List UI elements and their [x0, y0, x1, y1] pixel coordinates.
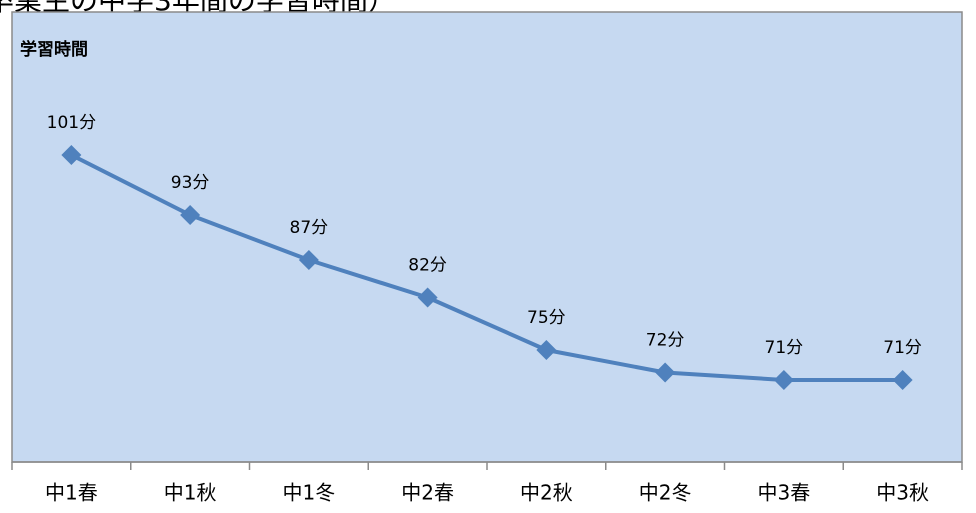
data-point: [773, 370, 794, 390]
data-label: 71分: [883, 338, 922, 358]
x-tick-label: 中3春: [758, 481, 811, 505]
x-tick-label: 中2秋: [520, 481, 573, 505]
data-point: [892, 370, 913, 390]
data-point: [536, 340, 557, 360]
x-tick-label: 中2冬: [639, 481, 692, 505]
data-label: 75分: [527, 308, 566, 328]
data-point: [61, 145, 82, 165]
data-point: [180, 205, 201, 225]
data-point: [298, 250, 319, 270]
x-tick-label: 中1春: [45, 481, 98, 505]
plot-area: [11, 11, 963, 463]
data-point: [417, 287, 438, 308]
x-tick-label: 中2春: [401, 481, 454, 505]
x-tick-label: 中1冬: [283, 481, 336, 505]
data-label: 101分: [47, 113, 96, 133]
data-label: 93分: [171, 173, 210, 193]
data-label: 87分: [290, 218, 329, 238]
data-label: 82分: [408, 256, 447, 276]
data-point: [655, 362, 676, 383]
x-tick-label: 中1秋: [164, 481, 217, 505]
data-label: 71分: [765, 338, 804, 358]
chart-title: 学習時間: [20, 39, 88, 60]
x-tick-label: 中3秋: [876, 481, 929, 505]
data-line: [70, 153, 903, 382]
data-label: 72分: [646, 331, 685, 351]
